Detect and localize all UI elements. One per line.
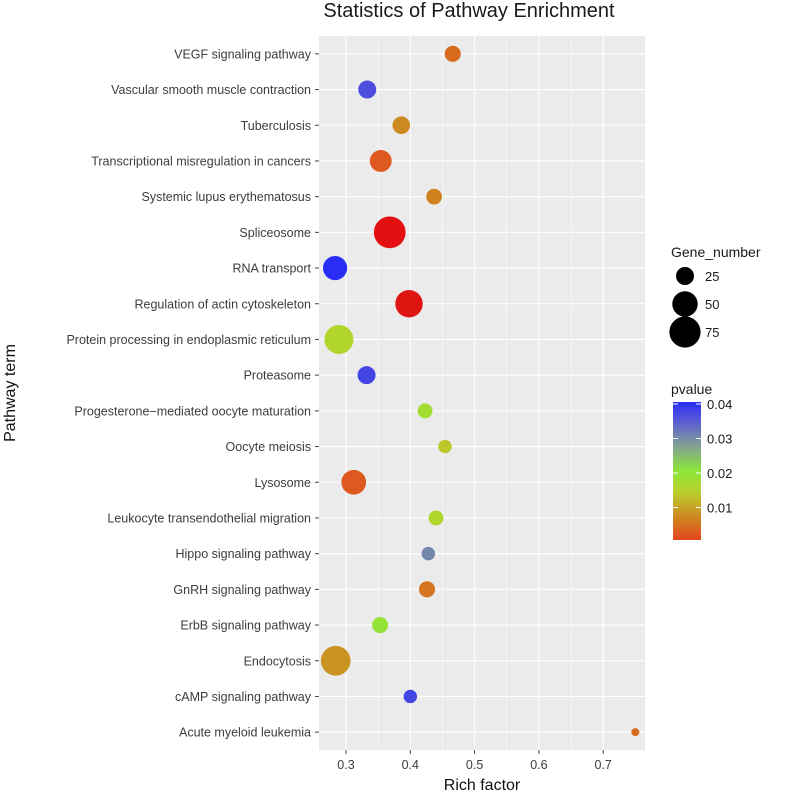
y-tick-label: Vascular smooth muscle contraction: [111, 83, 311, 97]
data-point: [444, 45, 461, 62]
y-tick-label: cAMP signaling pathway: [175, 690, 312, 704]
color-legend-bar: [673, 402, 701, 540]
x-tick-label: 0.5: [466, 758, 483, 772]
y-tick-label: Systemic lupus erythematosus: [141, 190, 311, 204]
y-tick-label: Oocyte meiosis: [226, 440, 311, 454]
color-legend-label: 0.02: [707, 466, 732, 481]
data-point: [373, 216, 406, 249]
x-axis-title: Rich factor: [444, 777, 521, 793]
data-point: [369, 150, 392, 172]
data-point: [428, 510, 444, 526]
y-tick-label: GnRH signaling pathway: [173, 583, 311, 597]
y-tick-label: Endocytosis: [244, 654, 311, 668]
gridlines: [319, 36, 645, 750]
color-legend-title: pvalue: [671, 381, 712, 397]
data-point: [426, 188, 442, 205]
y-tick-label: Progesterone−mediated oocyte maturation: [74, 404, 311, 418]
size-legend-key: [669, 316, 701, 348]
size-legend-key: [672, 291, 698, 317]
data-point: [421, 546, 436, 561]
data-point: [357, 366, 376, 385]
color-legend-label: 0.04: [707, 397, 732, 412]
data-point: [324, 324, 354, 354]
size-legend: Gene_number 25 50 75: [669, 244, 761, 348]
size-legend-key: [676, 267, 694, 285]
y-tick-label: Lysosome: [254, 476, 311, 490]
data-point: [438, 439, 452, 454]
x-axis: 0.3 0.4 0.5 0.6 0.7: [337, 750, 612, 772]
data-point: [323, 255, 348, 281]
data-points: [320, 45, 640, 737]
y-tick-label: Leukocyte transendothelial migration: [107, 511, 311, 525]
y-tick-label: ErbB signaling pathway: [180, 619, 311, 633]
y-tick-label: Protein processing in endoplasmic reticu…: [66, 333, 311, 347]
x-tick-label: 0.4: [402, 758, 419, 772]
data-point: [418, 581, 436, 598]
color-legend: pvalue 0.04 0.03 0.02 0.01: [671, 381, 732, 540]
y-tick-label: Spliceosome: [239, 226, 311, 240]
x-tick-label: 0.6: [530, 758, 547, 772]
y-tick-label: Tuberculosis: [241, 119, 311, 133]
y-tick-label: RNA transport: [232, 262, 311, 276]
data-point: [392, 116, 411, 135]
data-point: [417, 403, 433, 419]
data-point: [320, 645, 351, 676]
size-legend-label: 25: [705, 269, 719, 284]
y-tick-label: Acute myeloid leukemia: [179, 726, 311, 740]
data-point: [395, 290, 423, 318]
y-tick-label: Hippo signaling pathway: [175, 547, 311, 561]
y-tick-label: Transcriptional misregulation in cancers: [91, 154, 311, 168]
plot-panel: [319, 36, 645, 750]
data-point: [372, 617, 389, 634]
y-tick-label: Proteasome: [244, 369, 311, 383]
size-legend-label: 50: [705, 297, 719, 312]
size-legend-title: Gene_number: [671, 244, 761, 260]
y-tick-label: Regulation of actin cytoskeleton: [135, 297, 312, 311]
data-point: [631, 728, 640, 737]
x-tick-label: 0.3: [337, 758, 354, 772]
data-point: [403, 689, 418, 704]
size-legend-label: 75: [705, 325, 719, 340]
color-legend-label: 0.03: [707, 432, 732, 447]
data-point: [341, 469, 367, 495]
data-point: [358, 80, 377, 99]
color-legend-label: 0.01: [707, 501, 732, 516]
y-axis-title: Pathway term: [2, 344, 19, 442]
y-axis: VEGF signaling pathway Vascular smooth mu…: [66, 47, 319, 740]
chart-title: Statistics of Pathway Enrichment: [323, 0, 615, 22]
y-tick-label: VEGF signaling pathway: [174, 47, 312, 61]
x-tick-label: 0.7: [595, 758, 612, 772]
